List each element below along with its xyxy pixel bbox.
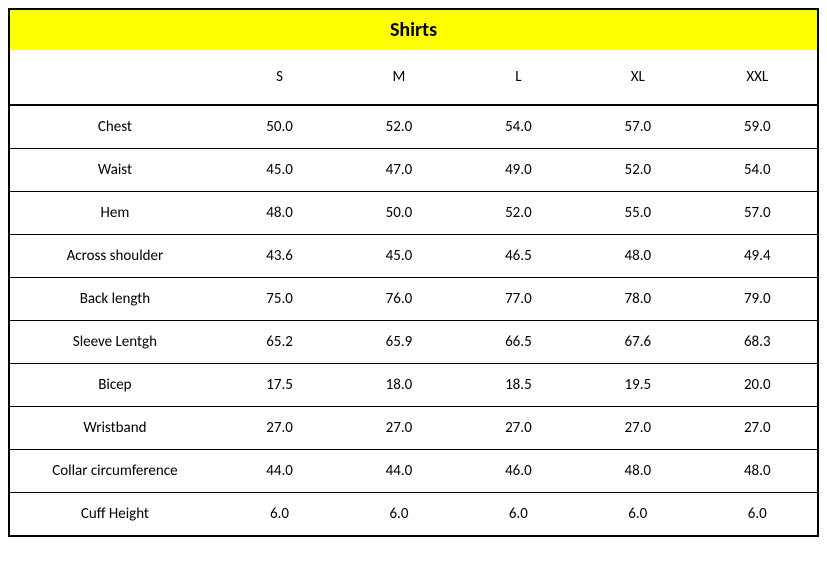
header-size-xxl: XXL — [698, 50, 817, 105]
table-row: Back length75.076.077.078.079.0 — [10, 278, 817, 321]
row-label: Chest — [10, 105, 220, 149]
cell-value: 46.0 — [459, 450, 578, 493]
cell-value: 49.4 — [698, 235, 817, 278]
row-label: Collar circumference — [10, 450, 220, 493]
cell-value: 20.0 — [698, 364, 817, 407]
row-label: Wristband — [10, 407, 220, 450]
size-chart: Shirts S M L XL XXL Chest50.052.054.057.… — [8, 8, 819, 537]
table-row: Chest50.052.054.057.059.0 — [10, 105, 817, 149]
cell-value: 47.0 — [339, 149, 458, 192]
row-label: Sleeve Lentgh — [10, 321, 220, 364]
cell-value: 18.5 — [459, 364, 578, 407]
cell-value: 48.0 — [578, 450, 697, 493]
table-body: Chest50.052.054.057.059.0Waist45.047.049… — [10, 105, 817, 536]
cell-value: 54.0 — [459, 105, 578, 149]
cell-value: 77.0 — [459, 278, 578, 321]
cell-value: 27.0 — [220, 407, 339, 450]
cell-value: 66.5 — [459, 321, 578, 364]
row-label: Across shoulder — [10, 235, 220, 278]
row-label: Cuff Height — [10, 493, 220, 537]
cell-value: 65.2 — [220, 321, 339, 364]
cell-value: 6.0 — [578, 493, 697, 537]
cell-value: 79.0 — [698, 278, 817, 321]
table-row: Sleeve Lentgh65.265.966.567.668.3 — [10, 321, 817, 364]
cell-value: 67.6 — [578, 321, 697, 364]
cell-value: 50.0 — [220, 105, 339, 149]
cell-value: 54.0 — [698, 149, 817, 192]
cell-value: 44.0 — [339, 450, 458, 493]
cell-value: 27.0 — [459, 407, 578, 450]
cell-value: 6.0 — [220, 493, 339, 537]
cell-value: 76.0 — [339, 278, 458, 321]
size-table: S M L XL XXL Chest50.052.054.057.059.0Wa… — [10, 50, 817, 537]
header-size-xl: XL — [578, 50, 697, 105]
table-row: Wristband27.027.027.027.027.0 — [10, 407, 817, 450]
table-row: Bicep17.518.018.519.520.0 — [10, 364, 817, 407]
cell-value: 48.0 — [220, 192, 339, 235]
cell-value: 52.0 — [339, 105, 458, 149]
table-row: Collar circumference44.044.046.048.048.0 — [10, 450, 817, 493]
table-row: Across shoulder43.645.046.548.049.4 — [10, 235, 817, 278]
cell-value: 48.0 — [578, 235, 697, 278]
row-label: Back length — [10, 278, 220, 321]
header-size-m: M — [339, 50, 458, 105]
cell-value: 52.0 — [459, 192, 578, 235]
cell-value: 49.0 — [459, 149, 578, 192]
row-label: Bicep — [10, 364, 220, 407]
header-size-l: L — [459, 50, 578, 105]
cell-value: 43.6 — [220, 235, 339, 278]
cell-value: 55.0 — [578, 192, 697, 235]
table-row: Waist45.047.049.052.054.0 — [10, 149, 817, 192]
cell-value: 6.0 — [339, 493, 458, 537]
cell-value: 45.0 — [220, 149, 339, 192]
cell-value: 17.5 — [220, 364, 339, 407]
cell-value: 19.5 — [578, 364, 697, 407]
cell-value: 18.0 — [339, 364, 458, 407]
cell-value: 6.0 — [698, 493, 817, 537]
cell-value: 48.0 — [698, 450, 817, 493]
cell-value: 57.0 — [698, 192, 817, 235]
cell-value: 45.0 — [339, 235, 458, 278]
cell-value: 27.0 — [578, 407, 697, 450]
cell-value: 44.0 — [220, 450, 339, 493]
cell-value: 75.0 — [220, 278, 339, 321]
cell-value: 59.0 — [698, 105, 817, 149]
cell-value: 78.0 — [578, 278, 697, 321]
header-blank — [10, 50, 220, 105]
cell-value: 68.3 — [698, 321, 817, 364]
row-label: Hem — [10, 192, 220, 235]
cell-value: 50.0 — [339, 192, 458, 235]
cell-value: 46.5 — [459, 235, 578, 278]
header-size-s: S — [220, 50, 339, 105]
row-label: Waist — [10, 149, 220, 192]
cell-value: 52.0 — [578, 149, 697, 192]
table-row: Hem48.050.052.055.057.0 — [10, 192, 817, 235]
table-row: Cuff Height6.06.06.06.06.0 — [10, 493, 817, 537]
cell-value: 27.0 — [339, 407, 458, 450]
cell-value: 27.0 — [698, 407, 817, 450]
table-header: S M L XL XXL — [10, 50, 817, 105]
chart-title: Shirts — [10, 10, 817, 50]
cell-value: 6.0 — [459, 493, 578, 537]
cell-value: 65.9 — [339, 321, 458, 364]
cell-value: 57.0 — [578, 105, 697, 149]
